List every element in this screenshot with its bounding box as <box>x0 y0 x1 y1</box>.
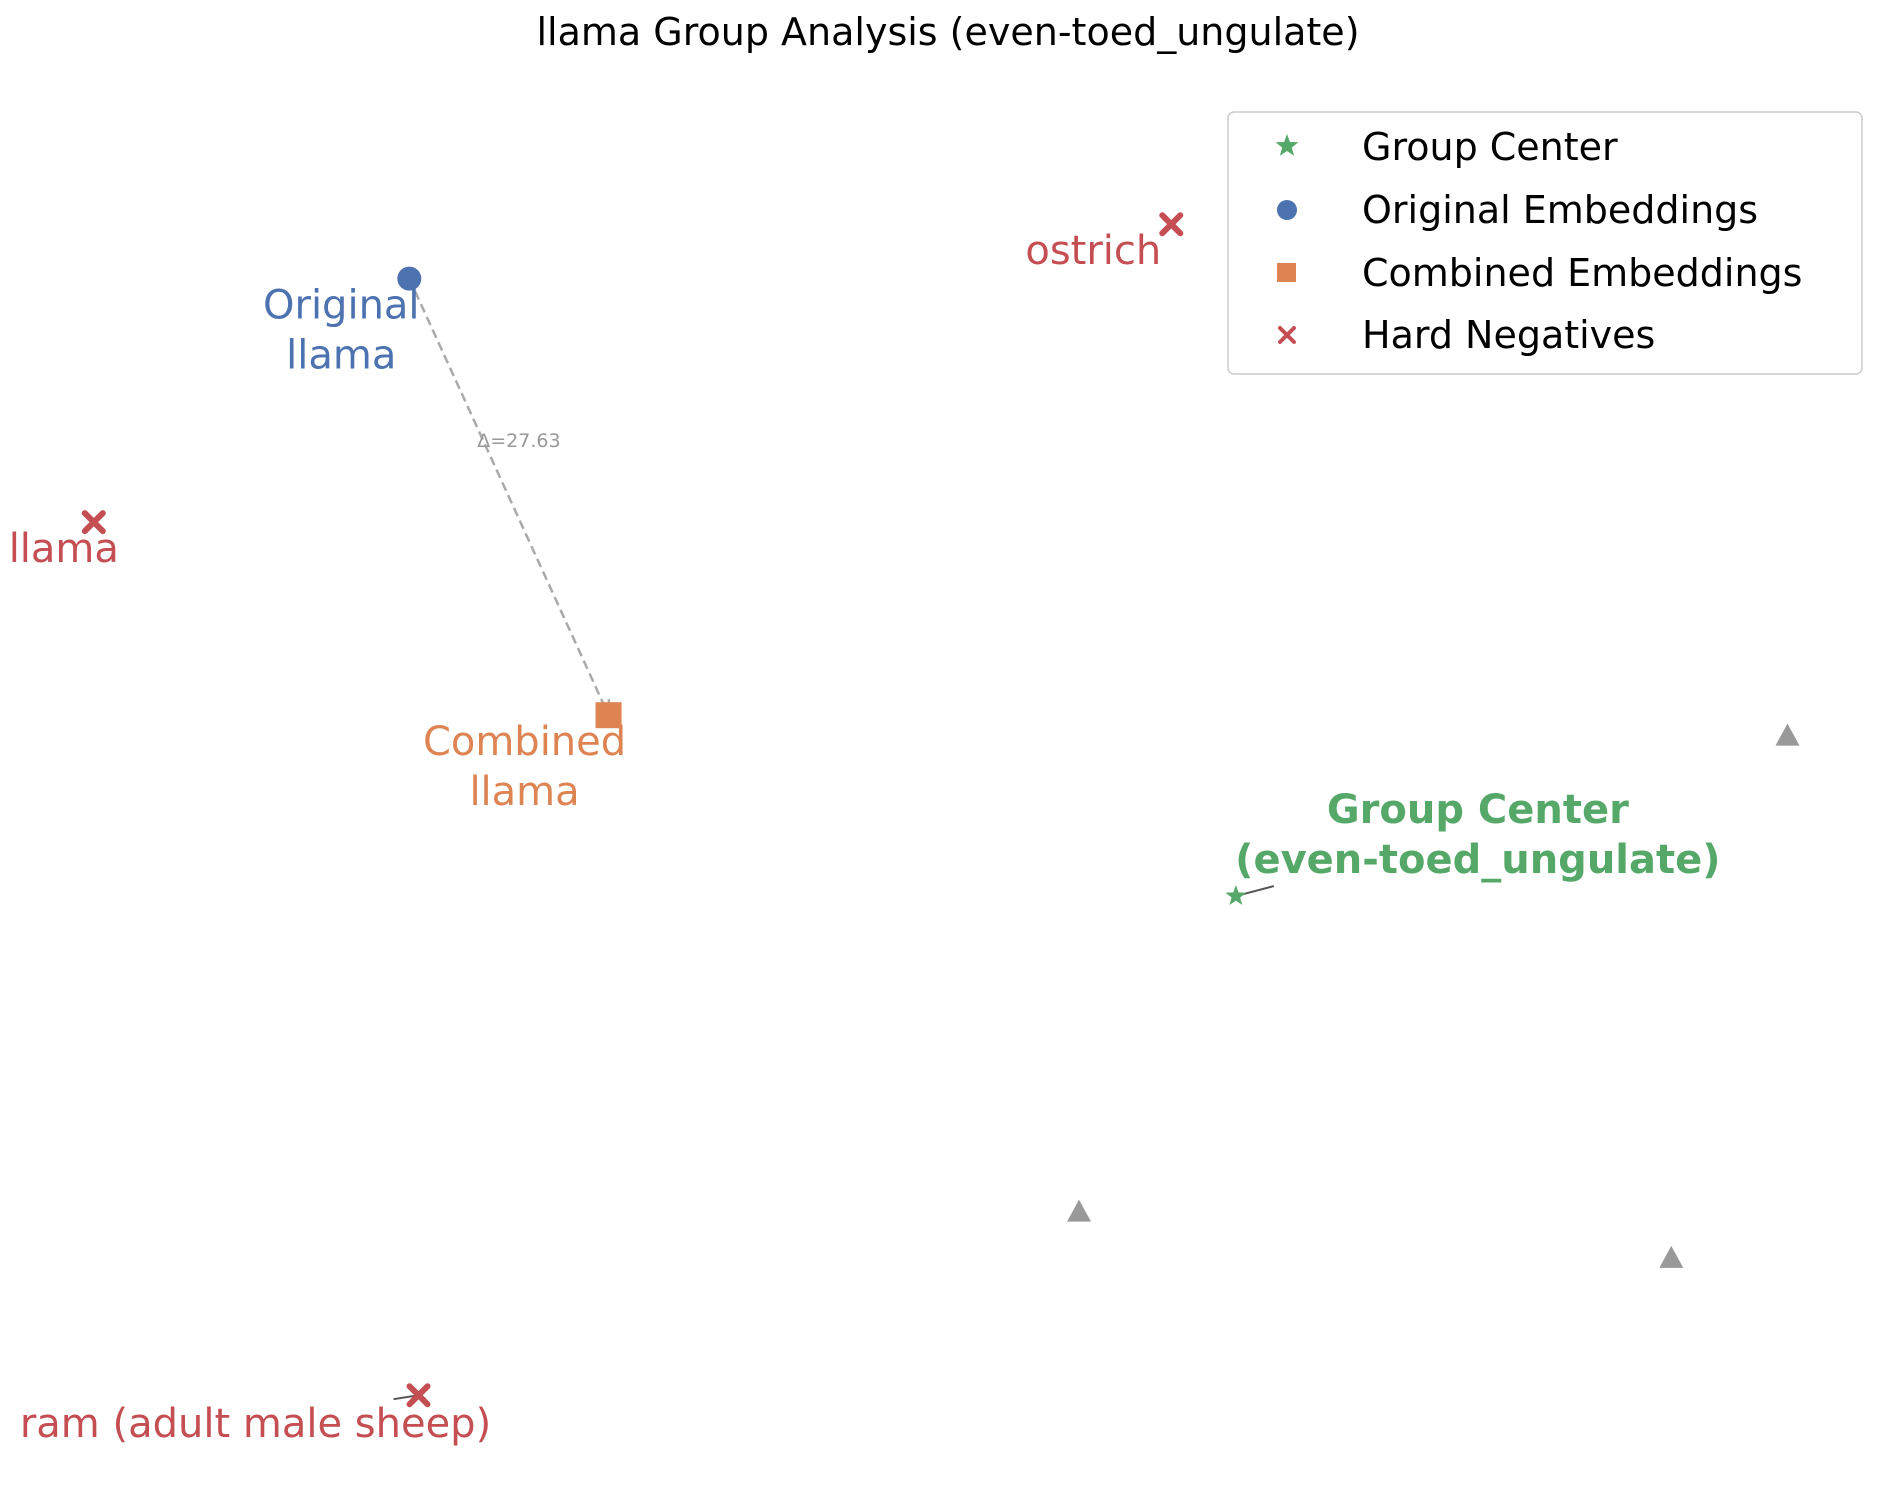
legend-entry-group-center: Group Center <box>1275 125 1618 169</box>
point-label: ram (adult male sheep) <box>20 1401 491 1447</box>
point-label: Combined llama <box>423 719 626 815</box>
hard-negative-marker <box>1159 212 1184 237</box>
legend-circle-icon <box>1277 200 1297 220</box>
hard-negative-marker <box>81 510 106 535</box>
legend-entry-original: Original Embeddings <box>1277 188 1758 232</box>
point-label: Group Center (even-toed_ungulate) <box>1235 787 1720 883</box>
legend-entry-hard-negatives: Hard Negatives <box>1278 313 1655 357</box>
marker-layer <box>81 212 1800 1408</box>
legend-x-icon <box>1278 326 1296 344</box>
chart-title: llama Group Analysis (even-toed_ungulate… <box>536 10 1359 54</box>
legend-star-icon <box>1275 134 1299 156</box>
group-member-triangle-marker <box>1067 1199 1092 1222</box>
group-center-star-marker <box>1225 885 1247 905</box>
hard-negative-marker <box>406 1383 431 1408</box>
combined-embedding-marker <box>595 702 622 729</box>
legend-label-original: Original Embeddings <box>1362 188 1758 232</box>
movement-arrow-line <box>408 278 610 716</box>
group-member-triangle-marker <box>1659 1245 1684 1268</box>
label-layer: Group Center (even-toed_ungulate) Original… <box>9 228 1721 1447</box>
point-label: Original llama <box>263 283 420 379</box>
point-label: ostrich <box>1025 228 1161 274</box>
legend-frame <box>1227 111 1863 375</box>
legend-square-icon <box>1277 263 1296 282</box>
legend-entry-combined: Combined Embeddings <box>1277 251 1802 295</box>
movement-delta-label: Δ=27.63 <box>477 430 560 452</box>
point-label: llama <box>9 526 119 572</box>
legend-label-hard-negatives: Hard Negatives <box>1362 313 1655 357</box>
group-member-triangle-marker <box>1775 723 1800 746</box>
legend: Group Center Original Embeddings Combine… <box>1227 111 1863 375</box>
legend-label-combined: Combined Embeddings <box>1362 251 1802 295</box>
legend-label-group-center: Group Center <box>1362 125 1618 169</box>
original-embedding-marker <box>397 266 422 291</box>
